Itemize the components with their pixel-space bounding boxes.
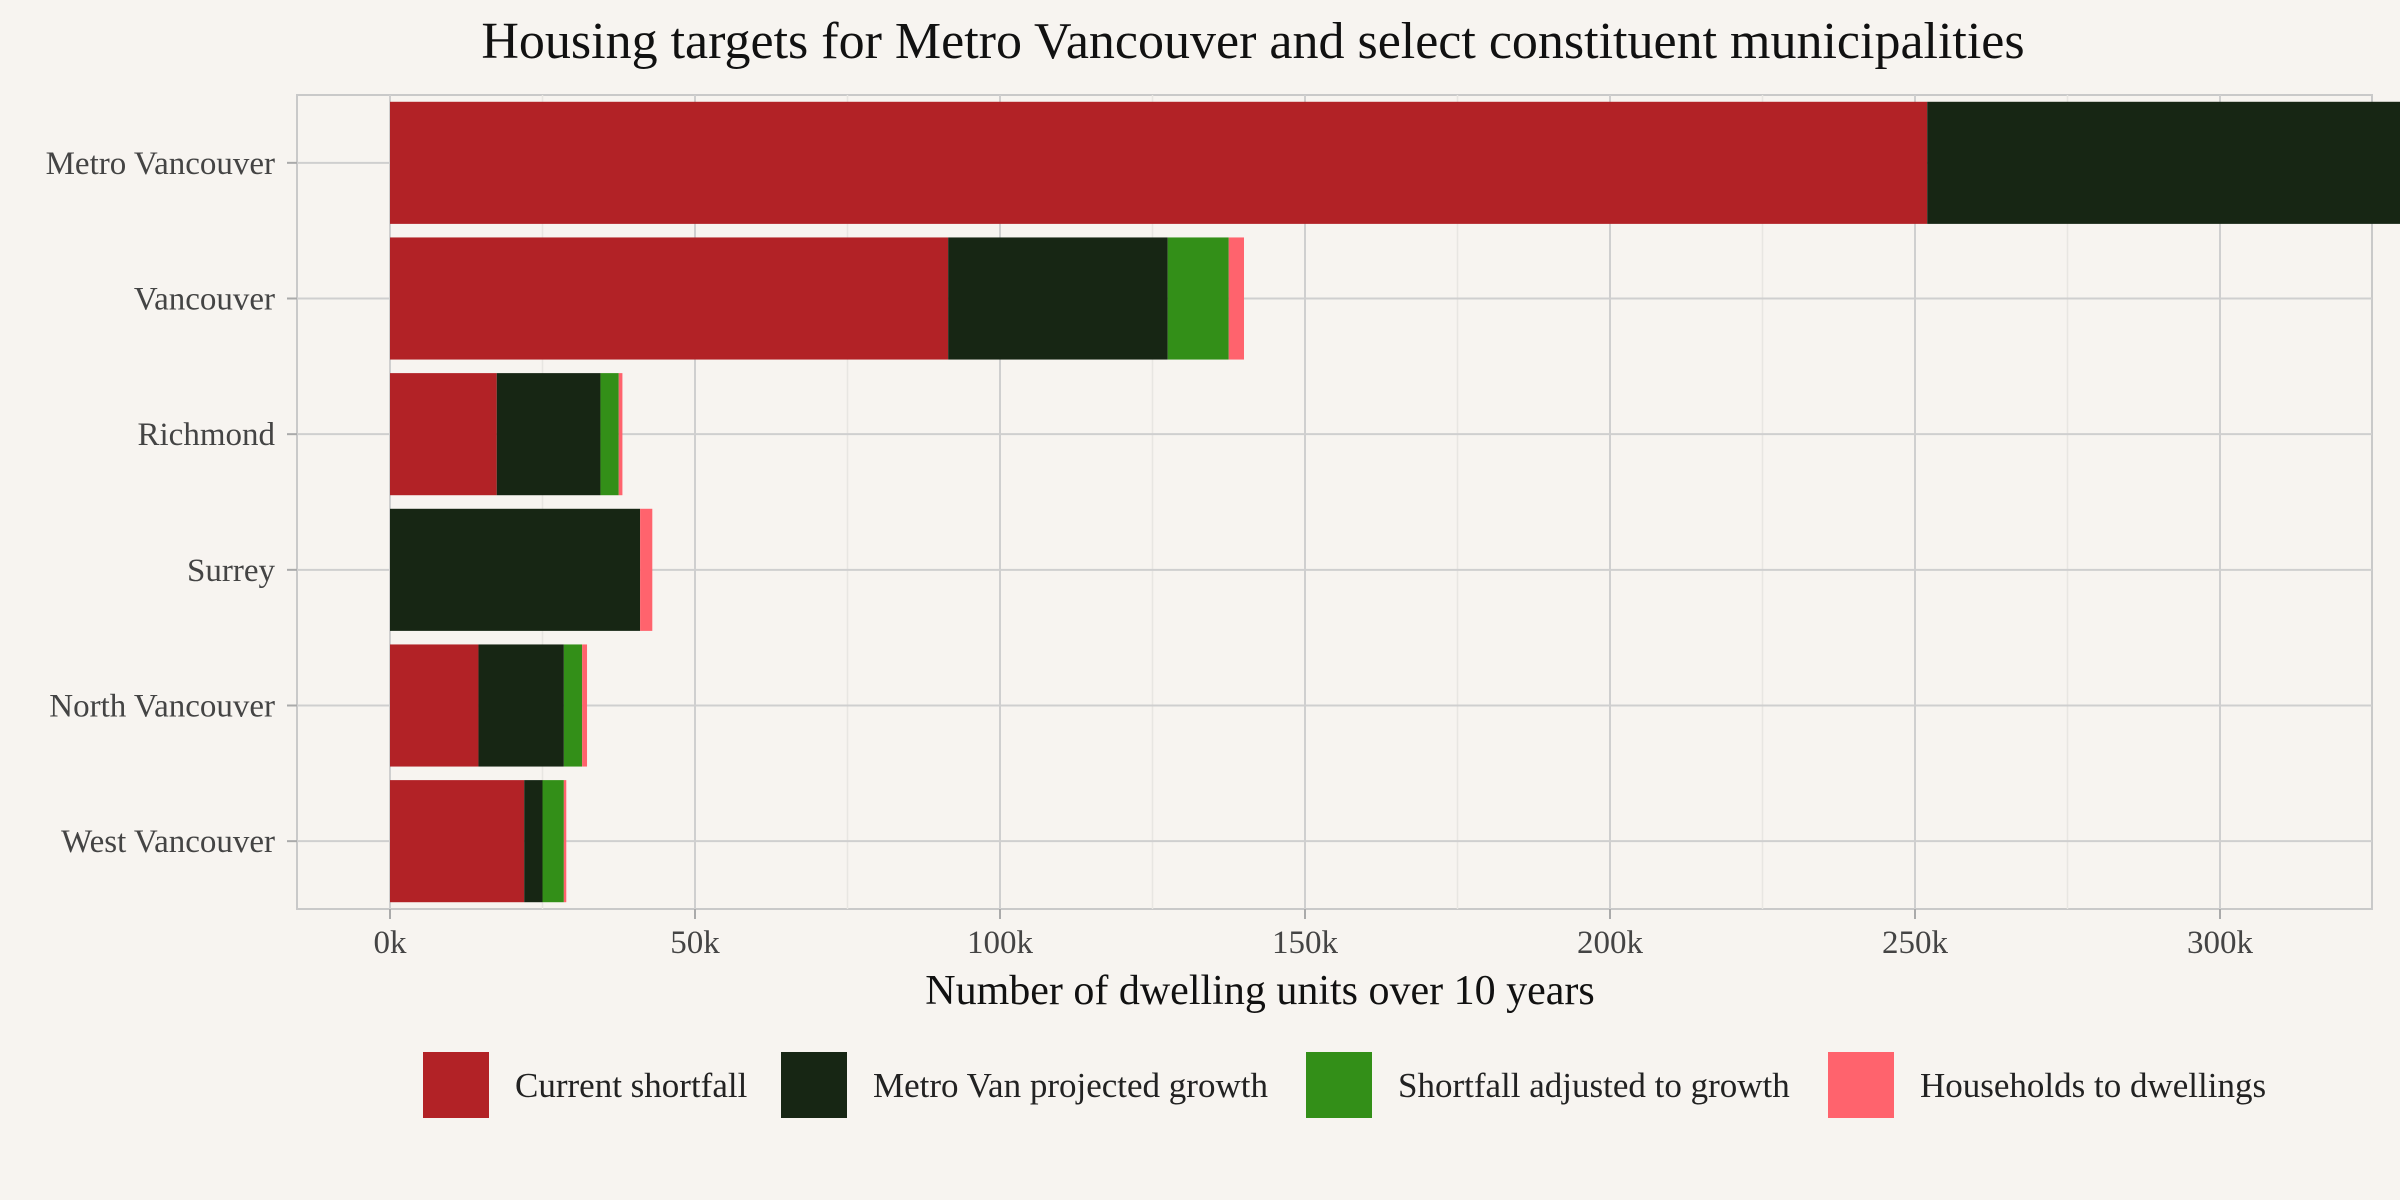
x-tick-label: 200k bbox=[1577, 925, 1644, 961]
legend-label: Metro Van projected growth bbox=[873, 1066, 1268, 1105]
bar-segment bbox=[390, 780, 525, 903]
x-tick-label: 300k bbox=[2187, 925, 2254, 961]
legend-key bbox=[423, 1052, 489, 1118]
legend-key bbox=[1828, 1052, 1894, 1118]
bar-segment bbox=[582, 644, 588, 767]
legend-label: Shortfall adjusted to growth bbox=[1398, 1066, 1790, 1105]
x-tick-label: 0k bbox=[374, 925, 408, 961]
y-category-label: Richmond bbox=[138, 417, 276, 453]
bar-segment bbox=[478, 644, 564, 767]
bar-segment bbox=[948, 237, 1168, 360]
x-tick-label: 250k bbox=[1882, 925, 1949, 961]
legend-key bbox=[1306, 1052, 1372, 1118]
y-category-label: North Vancouver bbox=[49, 689, 275, 725]
y-category-label: Metro Vancouver bbox=[46, 146, 275, 182]
bar-segment bbox=[1927, 101, 2400, 224]
bar-segment bbox=[496, 373, 601, 496]
bar-segment bbox=[390, 101, 1928, 224]
bar-segment bbox=[542, 780, 564, 903]
legend-label: Households to dwellings bbox=[1920, 1066, 2266, 1105]
bar-segment bbox=[600, 373, 619, 496]
plot-panel-border bbox=[296, 94, 2373, 910]
bar-segment bbox=[1167, 237, 1229, 360]
bar-segment bbox=[640, 508, 653, 631]
bar-segment bbox=[390, 373, 497, 496]
y-category-label: Surrey bbox=[187, 553, 275, 589]
bar-segment bbox=[563, 780, 567, 903]
x-tick-label: 100k bbox=[967, 925, 1034, 961]
bar-segment bbox=[390, 644, 479, 767]
chart-title: Housing targets for Metro Vancouver and … bbox=[481, 13, 2024, 70]
y-category-label: Vancouver bbox=[134, 282, 275, 318]
bar-segment bbox=[524, 780, 543, 903]
legend-key bbox=[781, 1052, 847, 1118]
bar-segment bbox=[618, 373, 623, 496]
bar-segment bbox=[390, 508, 641, 631]
legend-label: Current shortfall bbox=[515, 1066, 748, 1105]
bar-segment bbox=[1228, 237, 1244, 360]
x-axis-title: Number of dwelling units over 10 years bbox=[925, 968, 1595, 1014]
bar-segment bbox=[563, 644, 583, 767]
x-tick-label: 50k bbox=[670, 925, 720, 961]
y-category-label: West Vancouver bbox=[61, 824, 275, 860]
x-tick-label: 150k bbox=[1272, 925, 1339, 961]
bar-segment bbox=[390, 237, 949, 360]
